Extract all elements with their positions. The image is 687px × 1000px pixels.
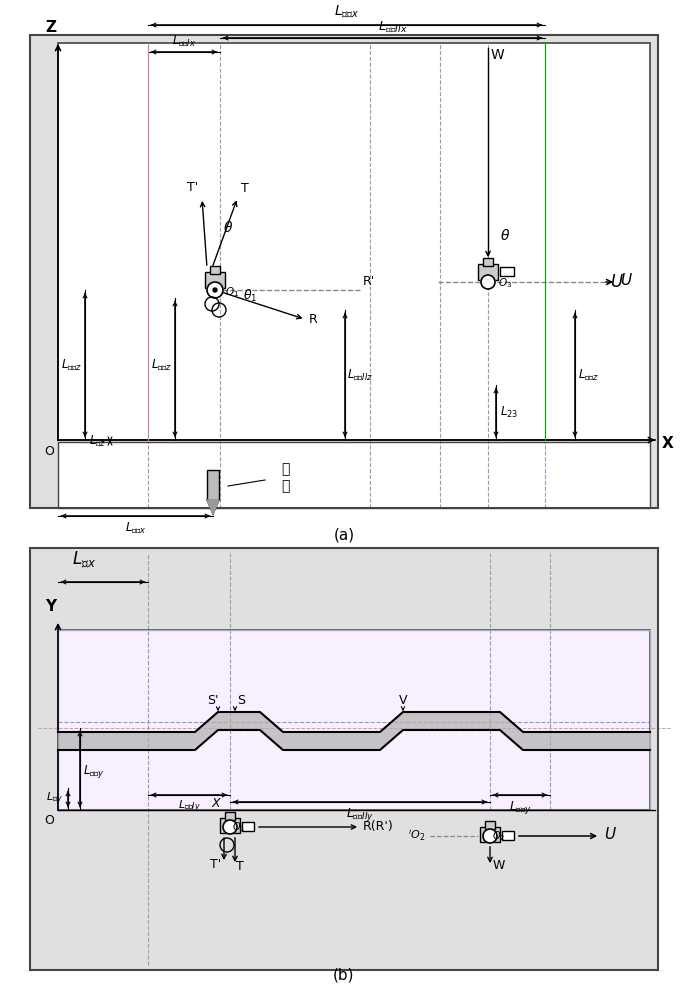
- Text: $L_{枪辅z}$: $L_{枪辅z}$: [60, 358, 82, 372]
- Text: $L_{枪相Iy}$: $L_{枪相Iy}$: [177, 799, 201, 815]
- Bar: [483, 258, 493, 266]
- Text: (b): (b): [333, 967, 354, 982]
- Text: $L_{23}$: $L_{23}$: [500, 404, 518, 420]
- Bar: [58, 43, 650, 440]
- Polygon shape: [207, 500, 219, 514]
- Bar: [30, 35, 658, 508]
- Text: Z: Z: [45, 20, 56, 35]
- Text: $L_{枪相IIy}$: $L_{枪相IIy}$: [346, 806, 374, 823]
- Bar: [58, 630, 650, 810]
- Bar: [485, 821, 495, 829]
- Text: U: U: [610, 273, 622, 291]
- Bar: [58, 43, 650, 440]
- Text: $L_{枪相Ix}$: $L_{枪相Ix}$: [172, 33, 196, 48]
- Text: $L_{枪x}$: $L_{枪x}$: [72, 549, 96, 570]
- Text: $L_{枪y}$: $L_{枪y}$: [46, 791, 63, 807]
- Text: V: V: [398, 694, 407, 707]
- Text: $\theta$: $\theta$: [500, 228, 510, 243]
- Text: R: R: [308, 313, 317, 326]
- Circle shape: [207, 282, 223, 298]
- Text: $\theta_1$: $\theta_1$: [243, 288, 258, 304]
- Bar: [500, 267, 514, 276]
- Bar: [58, 630, 650, 810]
- Bar: [220, 818, 240, 833]
- Text: S': S': [207, 694, 218, 707]
- Bar: [502, 831, 514, 840]
- Text: T': T': [210, 858, 222, 871]
- Text: $L_{枪光y}$: $L_{枪光y}$: [508, 799, 532, 816]
- Bar: [30, 548, 658, 970]
- Text: X: X: [662, 436, 674, 450]
- Circle shape: [483, 829, 497, 843]
- Bar: [478, 264, 498, 280]
- Text: W: W: [493, 859, 506, 872]
- Text: $L_{枪相IIz}$: $L_{枪相IIz}$: [347, 368, 373, 382]
- Text: $O_3$: $O_3$: [498, 276, 513, 290]
- Text: $O_1$: $O_1$: [232, 820, 245, 834]
- Bar: [225, 812, 235, 820]
- Bar: [30, 548, 658, 970]
- Bar: [480, 827, 500, 842]
- Text: W: W: [491, 48, 505, 62]
- Text: $L_{枪辅y}$: $L_{枪辅y}$: [83, 762, 104, 780]
- Text: 焊
枪: 焊 枪: [281, 462, 289, 494]
- Text: X: X: [212, 797, 221, 810]
- Text: $L_{枪辅x}$: $L_{枪辅x}$: [124, 520, 146, 535]
- Bar: [58, 442, 650, 508]
- Text: $'O_2$: $'O_2$: [407, 829, 425, 843]
- Polygon shape: [58, 712, 650, 750]
- Text: $L_{枪光z}$: $L_{枪光z}$: [578, 368, 599, 382]
- Bar: [58, 630, 650, 810]
- Text: $O_1$: $O_1$: [225, 285, 239, 299]
- Text: $O_2$: $O_2$: [492, 829, 505, 843]
- Text: O: O: [44, 814, 54, 827]
- Text: S: S: [237, 694, 245, 707]
- Text: T': T': [188, 181, 199, 194]
- Text: $L_{枪光x}$: $L_{枪光x}$: [334, 3, 359, 20]
- Text: $L_{枪z}$: $L_{枪z}$: [89, 434, 106, 448]
- Text: T: T: [236, 860, 244, 873]
- Circle shape: [481, 275, 495, 289]
- Text: (a): (a): [333, 528, 354, 543]
- Text: R': R': [363, 275, 375, 288]
- Bar: [242, 822, 254, 831]
- Bar: [58, 442, 650, 508]
- Text: $L_{枪相IIx}$: $L_{枪相IIx}$: [378, 19, 407, 34]
- Text: U: U: [604, 827, 615, 842]
- Bar: [205, 272, 225, 288]
- Bar: [210, 266, 220, 274]
- Text: U: U: [620, 273, 631, 288]
- Text: Y: Y: [45, 599, 56, 614]
- Circle shape: [223, 820, 237, 834]
- Bar: [207, 470, 219, 500]
- Text: R(R'): R(R'): [363, 820, 394, 833]
- Text: $\theta$: $\theta$: [223, 220, 233, 235]
- Bar: [30, 35, 658, 508]
- Bar: [58, 630, 650, 810]
- Text: $L_{枪相z}$: $L_{枪相z}$: [150, 358, 172, 372]
- Circle shape: [213, 288, 217, 292]
- Text: O: O: [44, 445, 54, 458]
- Text: T: T: [240, 182, 249, 195]
